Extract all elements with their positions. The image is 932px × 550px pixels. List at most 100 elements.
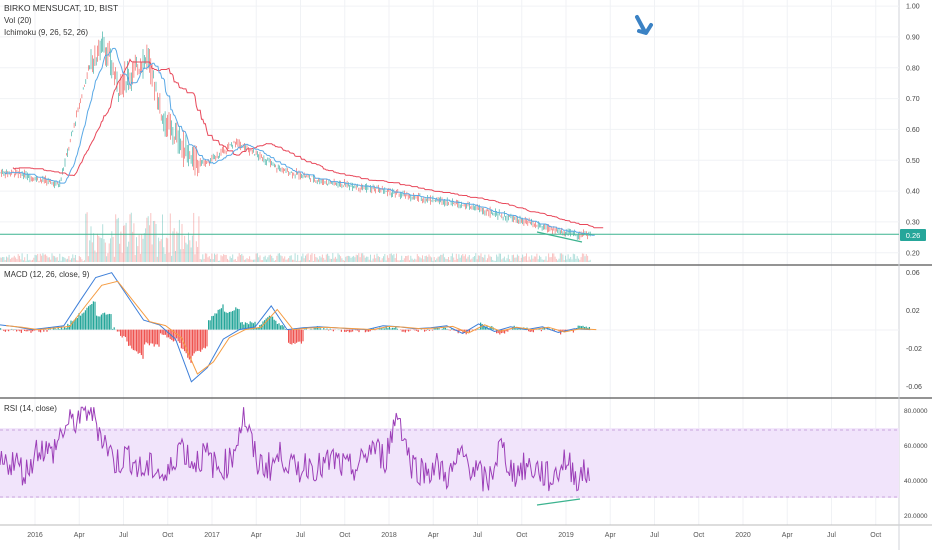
rsi-tick-label: 60.0000	[904, 443, 928, 450]
volume-bar	[526, 253, 527, 262]
volume-bar	[199, 259, 201, 262]
macd-hist-bar	[147, 329, 149, 344]
price-trendline[interactable]	[536, 231, 583, 243]
volume-bar	[242, 255, 244, 262]
volume-bar	[87, 256, 89, 262]
volume-bar	[360, 253, 362, 262]
volume-bar	[115, 214, 117, 262]
macd-hist-bar	[38, 329, 40, 332]
volume-bar	[429, 256, 431, 262]
macd-hist-bar	[110, 314, 112, 330]
rsi-indicator-label[interactable]: RSI (14, close)	[4, 404, 57, 413]
volume-bar	[267, 257, 269, 262]
volume-bar	[185, 242, 187, 262]
volume-bar	[568, 258, 570, 262]
volume-bar	[58, 260, 59, 262]
volume-bar	[34, 254, 36, 262]
ichimoku-kijun-line	[12, 58, 604, 229]
volume-bar	[162, 214, 163, 262]
macd-hist-bar	[275, 320, 277, 330]
macd-hist-bar	[233, 310, 235, 330]
macd-hist-bar	[300, 329, 302, 344]
macd-hist-bar	[470, 329, 472, 331]
volume-bar	[519, 260, 521, 262]
volume-bar	[271, 255, 273, 262]
volume-bar	[561, 253, 563, 262]
macd-hist-bar	[588, 326, 590, 330]
macd-hist-bar	[428, 329, 430, 331]
volume-bar	[359, 257, 361, 262]
macd-hist-bar	[340, 329, 342, 332]
volume-bar	[116, 219, 118, 262]
macd-hist-bar	[76, 318, 78, 330]
macd-hist-bar	[216, 313, 218, 330]
volume-bar	[80, 257, 82, 262]
volume-bar	[546, 260, 548, 262]
macd-hist-bar	[310, 328, 312, 330]
volume-bar	[509, 259, 511, 262]
volume-bar	[279, 253, 280, 262]
volume-bar	[423, 259, 425, 262]
volume-bar	[71, 258, 72, 262]
volume-bar	[380, 260, 382, 262]
volume-bar	[35, 255, 37, 262]
volume-bar	[208, 256, 210, 262]
macd-hist-bar	[222, 304, 224, 330]
volume-bar	[224, 254, 226, 262]
volume-bar	[337, 253, 339, 262]
macd-hist-bar	[108, 313, 110, 330]
macd-hist-bar	[86, 307, 88, 330]
macd-hist-bar	[294, 329, 296, 344]
macd-hist-bar	[84, 310, 86, 330]
macd-hist-bar	[129, 329, 131, 346]
macd-indicator-label[interactable]: MACD (12, 26, close, 9)	[4, 270, 90, 279]
volume-bar	[123, 225, 124, 262]
volume-bar	[65, 259, 67, 262]
volume-bar	[562, 254, 564, 262]
time-tick-label: 2018	[381, 532, 397, 539]
volume-bar	[268, 255, 270, 262]
macd-tick-label: -0.02	[906, 346, 922, 353]
volume-bar	[542, 259, 544, 262]
macd-hist-bar	[435, 328, 437, 330]
volume-bar	[43, 254, 45, 262]
macd-hist-bar	[347, 329, 349, 332]
macd-hist-bar	[244, 322, 246, 330]
macd-hist-bar	[145, 329, 147, 343]
macd-hist-bar	[180, 329, 182, 349]
volume-bar	[54, 256, 56, 262]
macd-hist-bar	[401, 329, 403, 332]
macd-hist-bar	[198, 329, 200, 351]
volume-bar	[354, 257, 356, 262]
volume-indicator-label[interactable]: Vol (20)	[4, 16, 32, 25]
volume-bar	[575, 258, 577, 262]
volume-bar	[523, 256, 525, 262]
volume-bar	[471, 258, 473, 262]
rsi-divergence-line[interactable]	[536, 498, 581, 506]
macd-hist-bar	[113, 327, 115, 330]
rsi-tick-label: 80.0000	[904, 408, 928, 415]
macd-hist-bar	[78, 313, 80, 330]
macd-hist-bar	[585, 326, 587, 330]
symbol-title[interactable]: BIRKO MENSUCAT, 1D, BIST	[4, 3, 119, 13]
macd-hist-bar	[120, 329, 122, 336]
macd-hist-bar	[476, 329, 478, 330]
macd-hist-bar	[283, 326, 285, 330]
ichimoku-indicator-label[interactable]: Ichimoku (9, 26, 52, 26)	[4, 28, 89, 37]
volume-bar	[197, 246, 199, 262]
volume-bar	[182, 249, 184, 262]
macd-hist-bar	[131, 329, 133, 349]
time-tick-label: Oct	[870, 532, 881, 539]
svg-text:0.26: 0.26	[906, 231, 921, 240]
volume-bar	[141, 234, 143, 262]
time-tick-label: Oct	[693, 532, 704, 539]
time-tick-label: Apr	[251, 532, 263, 539]
volume-bar	[281, 256, 283, 262]
time-tick-label: Apr	[605, 532, 617, 539]
volume-bar	[566, 259, 568, 262]
macd-hist-bar	[11, 328, 13, 330]
macd-hist-bar	[355, 329, 357, 331]
volume-bar	[266, 259, 267, 262]
macd-hist-bar	[97, 316, 99, 330]
macd-hist-bar	[348, 329, 350, 333]
